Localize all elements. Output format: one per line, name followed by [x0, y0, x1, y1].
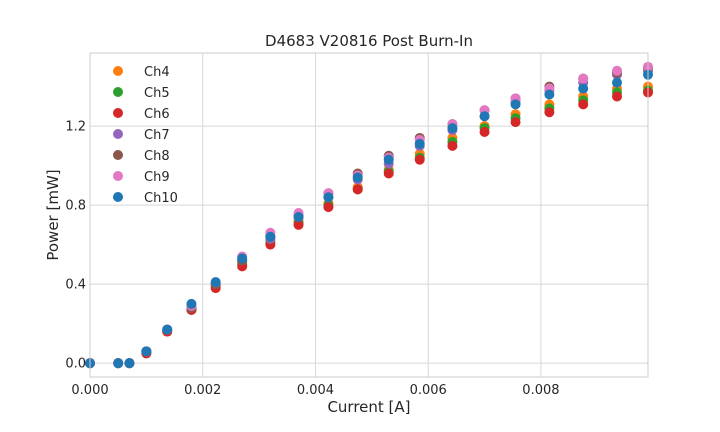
data-point — [414, 154, 425, 165]
legend-marker — [113, 171, 123, 181]
data-point — [578, 83, 589, 94]
series-ch7 — [85, 65, 653, 369]
legend-item-ch5: Ch5 — [113, 86, 170, 101]
data-point — [186, 298, 197, 309]
data-point — [323, 192, 334, 203]
data-point — [293, 211, 304, 222]
legend-label: Ch4 — [144, 65, 170, 80]
x-tick-label: 0.004 — [297, 383, 334, 398]
data-point — [447, 123, 458, 134]
grid — [89, 53, 648, 377]
legend-marker — [113, 129, 123, 139]
y-axis-label: Power [mW] — [44, 169, 62, 260]
data-point — [544, 89, 555, 100]
data-point — [323, 202, 334, 213]
y-tick-label: 1.2 — [65, 120, 86, 135]
legend-item-ch8: Ch8 — [113, 149, 170, 164]
data-point — [612, 77, 622, 88]
series-ch4 — [85, 81, 653, 369]
x-tick-label: 0.006 — [410, 383, 447, 398]
legend-marker — [113, 150, 123, 160]
data-point — [383, 154, 394, 165]
data-point — [113, 358, 124, 369]
data-point — [612, 91, 622, 102]
legend-label: Ch7 — [144, 128, 170, 143]
legend-item-ch10: Ch10 — [113, 191, 178, 206]
data-point — [293, 219, 304, 230]
legend-item-ch6: Ch6 — [113, 107, 170, 122]
data-point — [352, 184, 363, 195]
data-point — [414, 138, 425, 149]
data-point — [265, 231, 276, 242]
data-point — [162, 324, 173, 335]
data-point — [383, 168, 394, 179]
data-point — [510, 117, 521, 128]
data-point — [578, 99, 589, 110]
legend-label: Ch10 — [144, 191, 178, 206]
data-point — [447, 140, 458, 151]
series-ch10 — [85, 69, 653, 369]
data-point — [578, 73, 589, 84]
data-point — [510, 99, 521, 110]
data-point — [544, 107, 555, 118]
data-point — [210, 277, 221, 288]
tick-labels: 0.000 0.002 0.004 0.006 0.008 0.0 0.4 0.8 1.2 — [65, 120, 559, 398]
series-ch9 — [85, 61, 653, 369]
data-point — [479, 127, 490, 138]
data-point — [124, 358, 135, 369]
plot-frame — [89, 52, 649, 378]
legend-item-ch9: Ch9 — [113, 170, 170, 185]
legend-label: Ch9 — [144, 170, 170, 185]
y-tick-label: 0.0 — [65, 357, 86, 372]
chart-title: D4683 V20816 Post Burn-In — [265, 32, 473, 50]
data-point — [612, 65, 622, 76]
legend-marker — [113, 108, 123, 118]
data-point — [352, 172, 363, 183]
legend-label: Ch6 — [144, 107, 170, 122]
x-tick-label: 0.008 — [522, 383, 559, 398]
y-tick-label: 0.4 — [65, 278, 86, 293]
series-ch8 — [85, 63, 653, 369]
legend: Ch4 Ch5 Ch6 Ch7 Ch8 Ch9 Ch10 — [113, 65, 178, 206]
data-points — [85, 61, 653, 369]
x-tick-label: 0.000 — [71, 383, 108, 398]
data-point — [479, 111, 490, 122]
legend-item-ch4: Ch4 — [113, 65, 170, 80]
legend-marker — [113, 192, 123, 202]
x-axis-label: Current [A] — [327, 398, 410, 416]
data-point — [141, 346, 152, 357]
data-point — [237, 253, 248, 264]
legend-marker — [113, 87, 123, 97]
y-tick-label: 0.8 — [65, 199, 86, 214]
legend-label: Ch8 — [144, 149, 170, 164]
legend-marker — [113, 66, 123, 76]
x-tick-label: 0.002 — [184, 383, 221, 398]
legend-item-ch7: Ch7 — [113, 128, 170, 143]
legend-label: Ch5 — [144, 86, 170, 101]
